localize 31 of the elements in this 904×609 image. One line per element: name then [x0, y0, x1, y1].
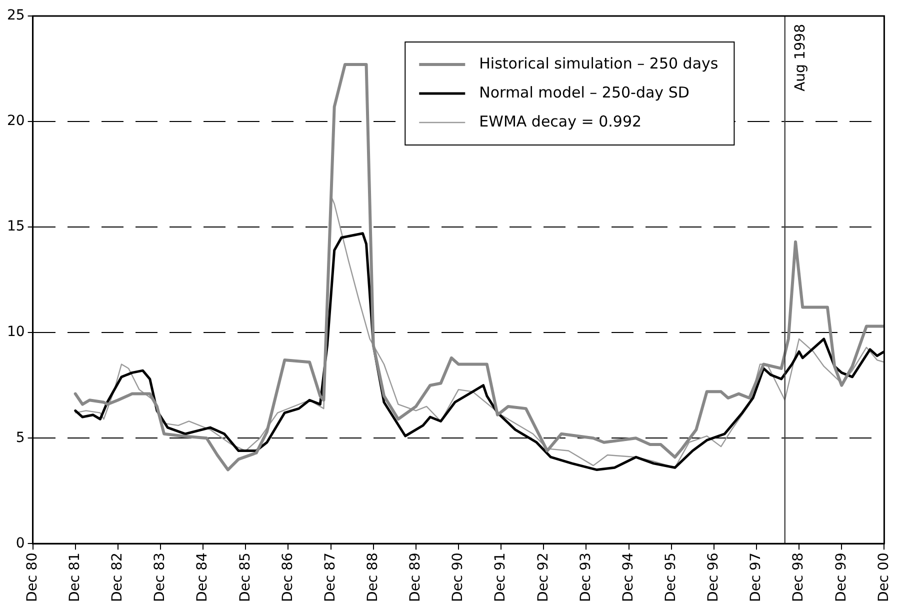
x-tick-label: Dec 84: [194, 552, 211, 602]
y-tick-label: 15: [6, 218, 25, 235]
x-tick-label: Dec 85: [237, 552, 254, 602]
x-tick-label: Dec 97: [748, 552, 764, 602]
x-tick-label: Dec 86: [280, 552, 296, 602]
x-tick-label: Dec 95: [662, 552, 679, 602]
x-tick-label: Dec 96: [706, 552, 722, 602]
y-tick-label: 5: [16, 430, 25, 446]
y-tick-label: 20: [6, 113, 25, 130]
x-tick-label: Dec 80: [24, 552, 40, 602]
x-tick-label: Dec 87: [322, 552, 338, 602]
y-tick-label: 25: [6, 8, 25, 24]
y-tick-label: 10: [6, 324, 25, 340]
x-tick-label: Dec 89: [408, 552, 424, 602]
x-tick-label: Dec 91: [492, 552, 509, 602]
x-tick-label: Dec 93: [578, 552, 594, 602]
legend-label: Historical simulation – 250 days: [479, 54, 718, 72]
x-tick-label: Dec 82: [110, 552, 126, 602]
x-tick-label: Dec 99: [833, 552, 850, 602]
x-tick-label: Dec 98: [790, 552, 807, 602]
legend-label: EWMA decay = 0.992: [479, 112, 642, 130]
x-tick-label: Dec 92: [535, 552, 552, 602]
ref-line-label: Aug 1998: [792, 24, 809, 92]
legend-label: Normal model – 250-day SD: [479, 83, 690, 102]
x-tick-label: Dec 00: [876, 552, 892, 602]
x-tick-label: Dec 90: [450, 552, 466, 602]
x-tick-label: Dec 83: [152, 552, 168, 602]
x-tick-label: Dec 94: [620, 552, 636, 602]
x-tick-label: Dec 81: [67, 552, 84, 602]
y-tick-label: 0: [16, 535, 25, 552]
x-tick-label: Dec 88: [365, 552, 382, 602]
